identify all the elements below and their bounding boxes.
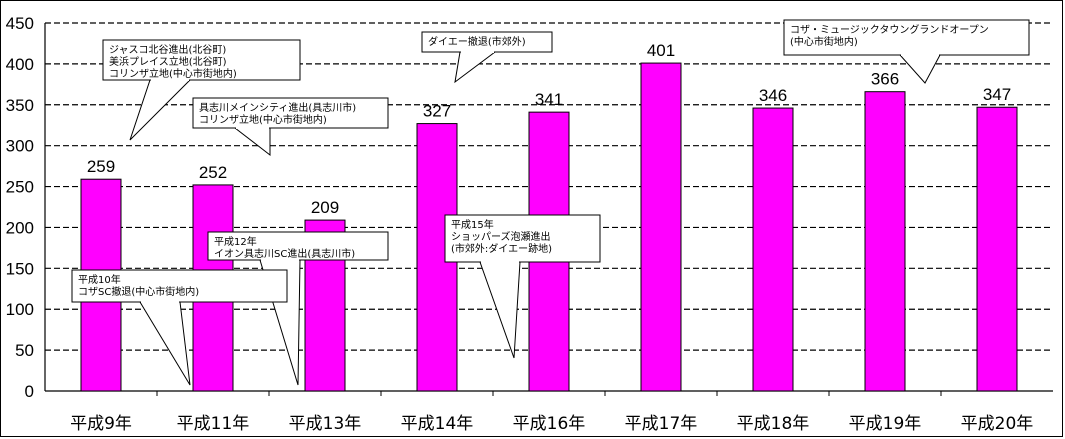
annotation-callout: コザ・ミュージックタウングランドオープン(中心市街地内): [783, 19, 1030, 84]
data-label: 401: [647, 41, 675, 60]
data-label: 252: [199, 163, 227, 182]
y-tick-label: 250: [6, 178, 34, 197]
callout-pointer: [454, 51, 497, 84]
callout-pointer: [129, 79, 192, 141]
callout-text: コザ・ミュージックタウングランドオープン: [790, 23, 989, 36]
annotation-callout: 具志川メインシティ進出(具志川市)コリンザ立地(中心市街地内): [192, 97, 389, 157]
callout-box: [192, 97, 389, 129]
bar: [976, 106, 1018, 392]
annotation-callout: ジャスコ北谷進出(北谷町)美浜プレイス立地(北谷町)コリンザ立地(中心市街地内): [102, 39, 301, 141]
callout-text: 美浜プレイス立地(北谷町): [109, 55, 227, 68]
callout-text: ショッパーズ泡瀬進出: [451, 230, 551, 243]
annotation-callout: ダイエー撤退(市郊外): [421, 31, 553, 84]
y-tick-label: 350: [6, 96, 34, 115]
bar: [864, 91, 906, 392]
y-tick-label: 300: [6, 137, 34, 156]
x-tick-label: 平成9年: [70, 414, 132, 434]
bar: [752, 107, 794, 392]
x-tick-label: 平成16年: [513, 414, 586, 434]
callout-text: コリンザ立地(中心市街地内): [109, 67, 237, 80]
callout-text: 平成15年: [451, 218, 494, 231]
x-tick-label: 平成11年: [177, 414, 250, 434]
data-label: 259: [87, 157, 115, 176]
callout-box: [444, 214, 601, 263]
x-tick-label: 平成17年: [625, 414, 698, 434]
y-tick-label: 0: [25, 382, 34, 401]
y-tick-label: 50: [15, 341, 34, 360]
data-label: 347: [983, 85, 1011, 104]
y-tick-label: 450: [6, 14, 34, 33]
callout-text: ジャスコ北谷進出(北谷町): [109, 43, 226, 56]
callout-pointer: [139, 301, 191, 386]
callout-text: ダイエー撤退(市郊外): [428, 35, 526, 48]
callout-text: 平成12年: [214, 235, 257, 248]
callout-text: 具志川メインシティ進出(具志川市): [199, 101, 356, 114]
x-tick-label: 平成20年: [961, 414, 1034, 434]
callout-pointer: [233, 127, 271, 157]
callout-text: (市郊外:ダイエー跡地): [451, 242, 552, 255]
data-label: 327: [423, 102, 451, 121]
callout-text: イオン具志川SC進出(具志川市): [214, 247, 355, 260]
callout-text: 平成10年: [78, 273, 121, 286]
y-tick-label: 150: [6, 259, 34, 278]
y-tick-label: 400: [6, 55, 34, 74]
callout-pointer: [898, 54, 941, 84]
data-label: 209: [311, 198, 339, 217]
callout-box: [207, 231, 389, 261]
callout-pointer: [479, 261, 521, 359]
callout-text: (中心市街地内): [790, 35, 858, 48]
data-label: 366: [871, 70, 899, 89]
data-label: 346: [759, 86, 787, 105]
callout-box: [102, 39, 301, 81]
x-tick-label: 平成19年: [849, 414, 922, 434]
bar: [640, 62, 682, 392]
y-tick-label: 200: [6, 218, 34, 237]
callout-text: コリンザ立地(中心市街地内): [199, 113, 327, 126]
callout-text: コザSC撤退(中心市街地内): [78, 285, 199, 298]
x-tick-label: 平成14年: [401, 414, 474, 434]
x-tick-label: 平成18年: [737, 414, 810, 434]
y-tick-label: 100: [6, 300, 34, 319]
callout-box: [71, 269, 288, 303]
x-tick-label: 平成13年: [289, 414, 362, 434]
data-label: 341: [535, 90, 563, 109]
